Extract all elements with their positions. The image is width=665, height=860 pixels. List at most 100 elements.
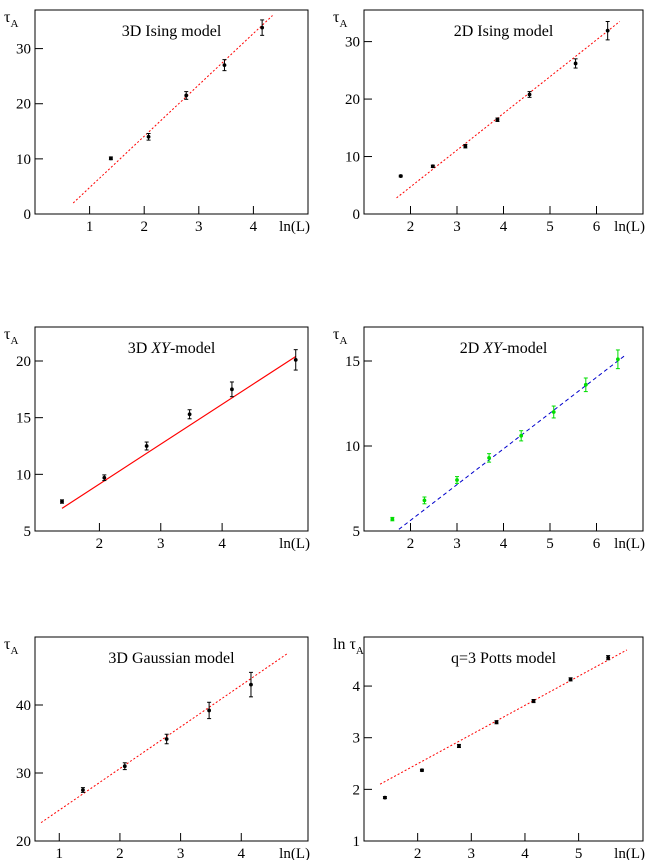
- x-tick-label: 5: [575, 846, 583, 860]
- y-tick-label: 20: [16, 354, 31, 370]
- y-tick-label: 0: [24, 207, 32, 223]
- y-tick-label: 30: [16, 766, 31, 782]
- x-axis-label: ln(L): [614, 536, 645, 552]
- x-tick-label: 2: [407, 219, 415, 235]
- fit-line: [379, 649, 628, 785]
- plot-frame: [363, 9, 644, 215]
- data-point: [293, 357, 298, 362]
- fit-line: [72, 15, 273, 204]
- y-tick-label: 15: [16, 411, 31, 427]
- x-tick-label: 2: [414, 846, 422, 860]
- data-point: [187, 412, 192, 417]
- chart-panel-3: 5 10 15 20 2 3 4 ln(L) τA 3D XY-model: [4, 326, 310, 552]
- y-tick-label: 15: [345, 354, 360, 370]
- y-tick-label: 10: [16, 467, 31, 483]
- fit-line: [40, 653, 288, 824]
- x-tick-label: 4: [500, 536, 508, 552]
- x-tick-label: 2: [96, 536, 104, 552]
- y-tick-label: 4: [353, 679, 361, 695]
- x-tick-label: 6: [593, 536, 601, 552]
- y-axis-subscript: A: [356, 645, 364, 657]
- y-axis-label: ln τA: [333, 636, 364, 657]
- y-tick-label: 2: [353, 782, 361, 798]
- plot-frame: [34, 9, 309, 215]
- data-point: [422, 498, 427, 503]
- chart-title-text: 3D Gaussian model: [108, 650, 235, 667]
- data-point: [108, 156, 113, 161]
- fit-line: [61, 355, 297, 509]
- y-axis-label: τA: [4, 326, 18, 347]
- y-axis-subscript: A: [339, 335, 347, 347]
- data-point: [420, 768, 424, 773]
- chart-title-italic: XY: [150, 340, 172, 357]
- y-tick-label: 30: [16, 42, 31, 58]
- x-tick-label: 3: [195, 219, 203, 235]
- data-point: [615, 357, 620, 362]
- data-point: [230, 387, 234, 392]
- data-point: [60, 499, 64, 504]
- data-point: [260, 25, 265, 30]
- x-tick-label: 4: [500, 219, 508, 235]
- chart-title: 3D Gaussian model: [108, 650, 235, 667]
- plot-frame: [363, 636, 644, 842]
- y-tick-label: 30: [345, 35, 360, 51]
- x-axis-label: ln(L): [279, 846, 310, 860]
- chart-title-text: q=3 Potts model: [451, 650, 557, 667]
- y-tick-label: 10: [345, 150, 360, 166]
- y-axis-symbol: τ: [333, 9, 340, 26]
- x-tick-label: 1: [86, 219, 94, 235]
- chart-title: 3D Ising model: [122, 23, 222, 40]
- data-point: [605, 28, 610, 33]
- chart-title-suffix: -model: [170, 340, 216, 357]
- y-axis-subscript: A: [10, 335, 18, 347]
- x-tick-label: 3: [453, 536, 461, 552]
- y-axis-symbol: τ: [333, 326, 340, 343]
- chart-title-italic: XY: [482, 340, 504, 357]
- y-axis-label: τA: [4, 9, 18, 30]
- data-point: [398, 174, 403, 178]
- data-point: [568, 677, 573, 682]
- fit-line: [396, 21, 621, 199]
- y-axis-label: τA: [333, 9, 347, 30]
- chart-title-text: 2D: [460, 340, 484, 357]
- x-tick-label: 4: [250, 219, 258, 235]
- y-axis-subscript: A: [10, 645, 18, 657]
- data-point: [551, 410, 556, 414]
- y-axis-subscript: A: [339, 18, 347, 30]
- data-point: [527, 92, 532, 97]
- y-axis-label: τA: [4, 636, 18, 657]
- data-point: [606, 655, 611, 660]
- data-point: [531, 699, 536, 703]
- y-axis-symbol: τ: [4, 636, 11, 653]
- data-point: [249, 682, 253, 687]
- x-tick-label: 4: [521, 846, 529, 860]
- chart-title: 3D XY-model: [128, 340, 216, 357]
- y-tick-label: 20: [16, 834, 31, 850]
- data-point: [463, 144, 468, 149]
- x-axis-label: ln(L): [614, 219, 645, 235]
- y-tick-label: 5: [24, 524, 32, 540]
- chart-title: 2D XY-model: [460, 340, 548, 357]
- x-axis-label: ln(L): [614, 846, 645, 860]
- x-tick-label: 6: [593, 219, 601, 235]
- fit-line: [398, 355, 625, 530]
- x-tick-label: 4: [238, 846, 246, 860]
- data-point: [494, 720, 499, 725]
- x-tick-label: 2: [116, 846, 124, 860]
- data-point: [184, 93, 189, 98]
- data-point: [222, 63, 227, 68]
- data-point: [164, 737, 169, 741]
- data-point: [102, 475, 107, 480]
- y-axis-subscript: A: [10, 18, 18, 30]
- chart-title-text: 3D Ising model: [122, 23, 222, 40]
- chart-title-text: 3D: [128, 340, 152, 357]
- y-axis-symbol: τ: [4, 9, 11, 26]
- chart-panel-5: 20 30 40 1 2 3 4 ln(L) τA 3D Gaussian model: [4, 636, 310, 860]
- x-tick-label: 1: [56, 846, 64, 860]
- y-axis-symbol: ln τ: [333, 636, 356, 653]
- chart-panel-4: 5 10 15 2 3 4 5 6 ln(L) τA 2D XY-model: [333, 326, 645, 552]
- data-point: [207, 708, 212, 713]
- y-tick-label: 5: [353, 524, 361, 540]
- x-tick-label: 2: [140, 219, 148, 235]
